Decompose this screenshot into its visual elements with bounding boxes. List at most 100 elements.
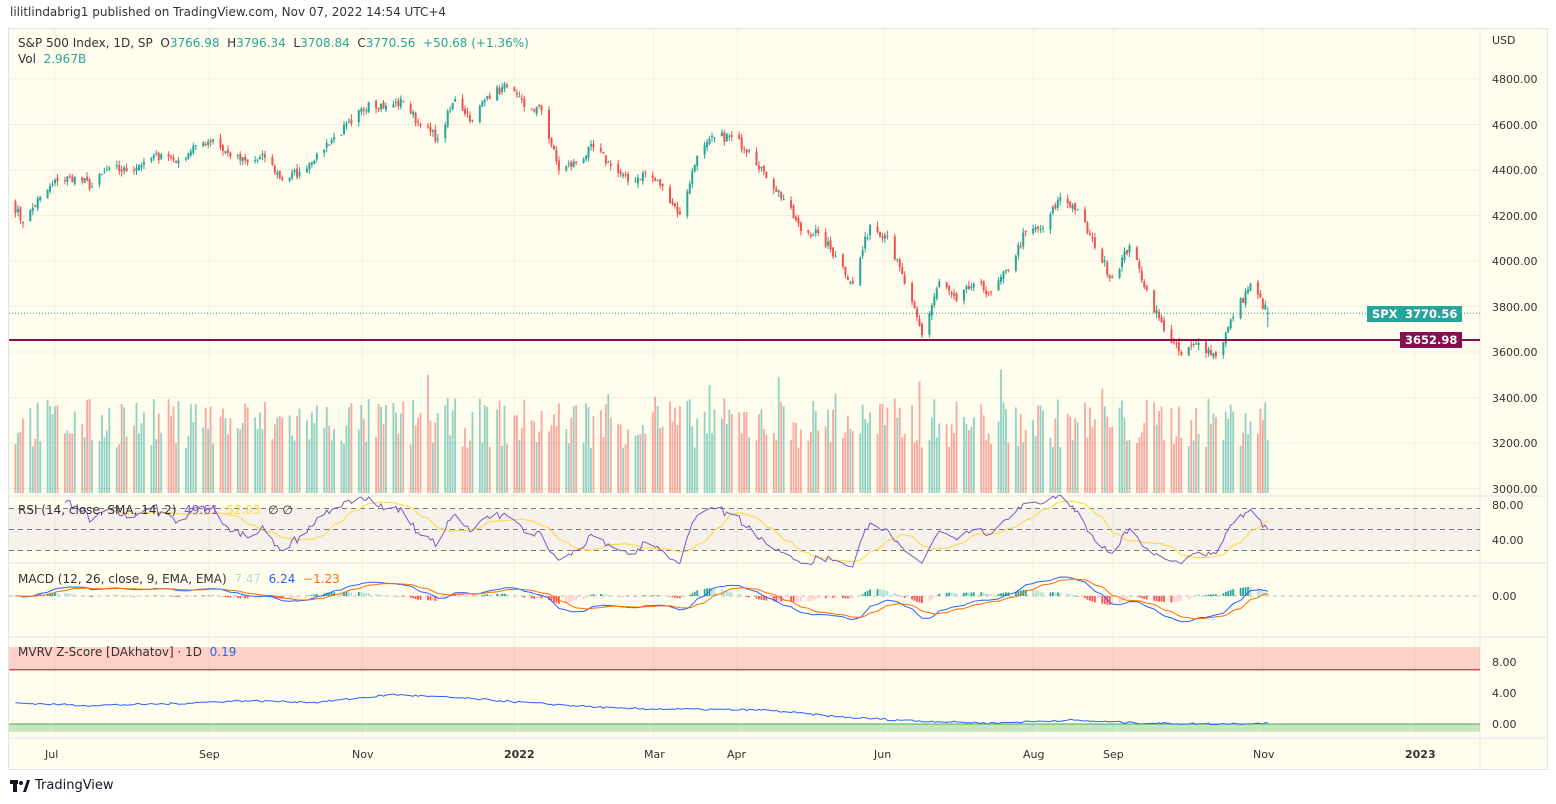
candle-body — [824, 232, 827, 247]
candle-body — [1232, 317, 1235, 319]
volume-bar — [1000, 369, 1002, 493]
candle-body — [622, 174, 625, 177]
macd-histogram-bar — [834, 596, 837, 598]
macd-histogram-bar — [990, 594, 993, 596]
macd-histogram-bar — [1108, 596, 1111, 605]
volume-bar — [1153, 402, 1156, 493]
volume-bar — [864, 419, 867, 493]
macd-histogram-bar — [945, 592, 948, 596]
volume-bar — [869, 412, 871, 493]
candle-body — [861, 250, 864, 257]
candle-body — [1197, 342, 1200, 346]
volume-bar — [120, 404, 123, 493]
macd-histogram-bar — [748, 596, 750, 598]
volume-bar — [950, 424, 953, 493]
macd-histogram-bar — [397, 596, 400, 597]
time-tick: Jun — [874, 748, 892, 761]
volume-bar — [264, 401, 266, 493]
macd-histogram-bar — [965, 592, 968, 596]
candle-body — [1056, 199, 1059, 208]
candle-body — [743, 149, 746, 151]
candle-body — [212, 139, 215, 142]
volume-bar — [893, 398, 896, 493]
rsi-tick: 80.00 — [1492, 499, 1524, 512]
candle-body — [636, 177, 639, 184]
macd-histogram-bar — [844, 596, 847, 599]
volume-bar — [19, 431, 22, 493]
candle-body — [520, 97, 523, 100]
candle-body — [916, 308, 919, 318]
candle-body — [14, 201, 17, 214]
volume-bar — [1222, 440, 1225, 493]
candle-body — [757, 165, 760, 170]
macd-histogram-bar — [696, 590, 699, 596]
candle-body — [46, 189, 49, 199]
candle-body — [471, 119, 474, 121]
macd-histogram-bar — [98, 596, 101, 597]
volume-bar — [409, 444, 412, 493]
candle-body — [1153, 290, 1156, 313]
rsi-sma-value: 52.03 — [226, 503, 261, 517]
close-label: C — [357, 36, 366, 50]
candle-body — [775, 188, 778, 192]
macd-histogram-bar — [51, 592, 54, 596]
macd-histogram-bar — [1051, 592, 1054, 596]
candle-body — [809, 234, 812, 237]
macd-histogram-bar — [533, 596, 536, 599]
volume-bar — [1227, 418, 1230, 493]
macd-histogram-bar — [812, 596, 815, 601]
candle-body — [429, 126, 432, 132]
volume-bar — [972, 417, 975, 493]
candle-body — [63, 179, 66, 181]
candle-body — [219, 138, 222, 148]
volume-bar — [471, 412, 474, 493]
tradingview-logo[interactable]: TradingView — [10, 778, 114, 793]
volume-bar — [963, 417, 965, 493]
candle-body — [624, 174, 627, 176]
volume-bar — [1247, 434, 1249, 493]
candle-body — [120, 169, 123, 172]
candle-body — [795, 216, 797, 221]
volume-bar — [617, 423, 620, 493]
macd-histogram-bar — [1089, 596, 1091, 601]
macd-histogram-bar — [1261, 591, 1264, 596]
candle-body — [135, 167, 138, 171]
volume-bar — [276, 417, 279, 493]
macd-histogram-bar — [1175, 596, 1178, 602]
volume-bar — [550, 424, 553, 493]
candle-body — [1264, 304, 1267, 310]
candle-body — [513, 87, 516, 92]
macd-histogram-bar — [241, 596, 244, 599]
candle-body — [928, 313, 931, 335]
volume-bar — [1049, 437, 1052, 493]
volume-bar — [930, 417, 933, 493]
macd-histogram-bar — [1054, 592, 1057, 596]
candle-body — [985, 290, 988, 295]
macd-histogram-bar — [229, 596, 232, 598]
candle-body — [51, 184, 54, 186]
volume-bar — [624, 444, 627, 493]
candle-body — [1004, 269, 1007, 272]
macd-histogram-bar — [1019, 590, 1022, 596]
macd-histogram-bar — [1239, 587, 1242, 596]
candle-body — [382, 102, 385, 109]
candle-body — [347, 121, 350, 123]
candle-body — [589, 144, 592, 147]
volume-bar — [1118, 407, 1121, 493]
volume-bar — [659, 427, 662, 493]
candle-body — [417, 121, 420, 123]
macd-histogram-bar — [343, 591, 345, 596]
volume-bar — [827, 409, 830, 493]
macd-histogram-bar — [832, 596, 834, 598]
macd-histogram-bar — [972, 592, 975, 596]
macd-histogram-bar — [1242, 587, 1244, 596]
candle-body — [1014, 255, 1017, 271]
volume-bar — [39, 441, 42, 493]
macd-histogram-bar — [481, 595, 484, 596]
candle-body — [330, 139, 333, 144]
volume-bar — [1138, 437, 1141, 493]
volume-bar — [738, 412, 741, 493]
candle-body — [1019, 246, 1022, 248]
macd-histogram-bar — [777, 596, 780, 602]
